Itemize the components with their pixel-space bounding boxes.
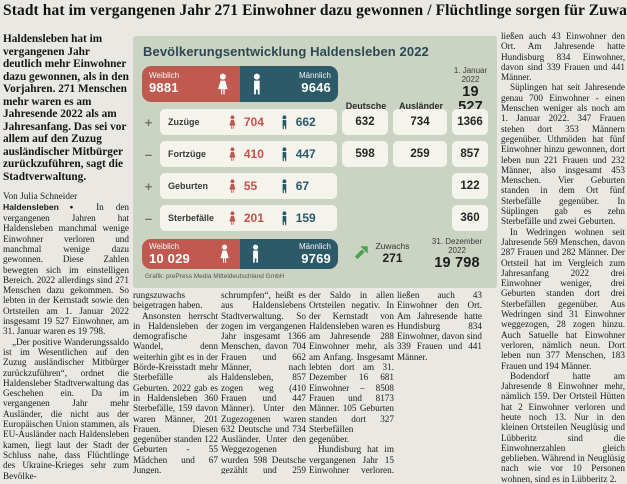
minus-icon: – (144, 210, 153, 226)
body-paragraph: „Der positive Wanderungssaldo ist im Wes… (3, 336, 129, 481)
minus-icon: – (144, 146, 153, 162)
body-paragraph: Bodendorf hatte am Jahresende 8 Einwohne… (501, 370, 625, 484)
article-column-5: ließen auch 43 Einwohner den Ort. Am Jah… (397, 290, 482, 474)
infographic-panel: Bevölkerungsentwicklung Haldensleben 202… (133, 36, 497, 288)
total-count: 1366 (452, 109, 488, 135)
article-column-3: schrumpfen“, heißt es aus Haldenslebens … (221, 290, 306, 474)
body-paragraph: Haldensleben● In den vergangenen Jahren … (3, 202, 129, 336)
infographic-row-zuzuege: + Zuzüge 704 662 632 734 1366 (142, 109, 488, 135)
male-count: 67 (295, 179, 310, 193)
body-paragraph: rungszuwachs beigetragen haben. (133, 290, 203, 311)
deutsche-count: 632 (342, 109, 388, 135)
total-count: 360 (452, 205, 488, 231)
column-header-deutsche: Deutsche (345, 101, 387, 111)
female-label: Weiblich (149, 71, 180, 81)
male-icon (278, 146, 291, 162)
body-paragraph: ließen auch 43 Einwohner den Ort. Am Jah… (397, 290, 482, 362)
female-icon (213, 73, 233, 96)
male-pill: Männlich 9646 (240, 66, 338, 102)
body-paragraph: Süplingen hat seit Jahresende genau 700 … (501, 82, 625, 227)
deutsche-count (342, 173, 388, 199)
gender-bar-end: Weiblich 10 029 Männlich 9769 (142, 239, 338, 270)
article-column-1: Haldensleben hat im vergangenen Jahr deu… (3, 33, 129, 481)
infographic-row-geburten: + Geburten 55 67 122 (142, 173, 488, 199)
male-count-end: 9769 (301, 250, 331, 266)
row-label: Sterbefälle (168, 213, 215, 223)
date-start-label: 1. Januar 2022 (453, 66, 488, 84)
female-icon (226, 178, 239, 194)
paragraph-text: In den vergangenen Jahren hat Haldensleb… (3, 202, 130, 337)
body-paragraph: In Wedringen wohnen seit Jahresende 569 … (501, 226, 625, 371)
zuwachs-label: Zuwachs (375, 241, 410, 252)
female-count: 55 (243, 179, 258, 193)
bullet-icon: ● (59, 203, 84, 211)
infographic-footer: Weiblich 10 029 Männlich 9769 Zuwachs 27… (142, 237, 488, 270)
female-pill: Weiblich 10 029 (142, 239, 240, 270)
auslaender-count: 259 (393, 141, 447, 167)
column-header-auslaender: Ausländer (398, 101, 443, 111)
row-label: Fortzüge (168, 149, 206, 159)
zuwachs-value: 271 (382, 251, 403, 266)
auslaender-count (393, 173, 447, 199)
headline: Stadt hat im vergangenen Jahr 271 Einwoh… (3, 2, 627, 19)
body-paragraph: Ansonsten herrscht in Haldensleben der d… (133, 310, 218, 474)
date-end-label: 31. Dezember 2022 (431, 237, 483, 255)
row-label: Geburten (168, 181, 209, 191)
male-icon (278, 210, 291, 226)
female-count: 410 (243, 147, 264, 161)
auslaender-count: 734 (393, 109, 447, 135)
infographic-row-fortzuege: – Fortzüge 410 447 598 259 857 (142, 141, 488, 167)
credit-line: Grafik: prePress Media Mitteldeutschland… (145, 273, 285, 280)
male-label: Männlich (298, 241, 331, 251)
female-icon (226, 114, 239, 130)
article-column-2: rungszuwachs beigetragen haben. Ansonste… (133, 290, 218, 474)
male-pill: Männlich 9769 (240, 239, 338, 270)
male-label: Männlich (298, 71, 331, 81)
total-count: 122 (452, 173, 488, 199)
infographic-header: Weiblich 9881 Männlich 9646 Deutsche Aus… (142, 66, 488, 114)
gender-bar-start: Weiblich 9881 Männlich 9646 (142, 66, 338, 102)
article-column-6: ließen auch 43 Einwohner den Ort. Am Jah… (501, 31, 625, 484)
body-paragraph: Hundisburg hat im vergangenen Jahr 15 Ei… (309, 444, 394, 474)
article-column-4: der Saldo in allen Ortsteilen negativ. I… (309, 290, 394, 474)
deutsche-count (342, 205, 388, 231)
population-end-value: 19 798 (434, 255, 480, 271)
dateline: Haldensleben (3, 202, 59, 213)
male-icon (278, 178, 291, 194)
body-paragraph: schrumpfen“, heißt es aus Haldenslebens … (221, 290, 306, 474)
female-count: 704 (243, 115, 264, 129)
male-icon (247, 73, 267, 96)
male-icon (278, 114, 291, 130)
article-intro: Haldensleben hat im vergangenen Jahr deu… (3, 33, 129, 183)
infographic-title: Bevölkerungsentwicklung Haldensleben 202… (143, 44, 429, 59)
deutsche-count: 598 (342, 141, 388, 167)
row-label: Zuzüge (168, 117, 200, 127)
byline: Von Julia Schneider (3, 192, 78, 202)
male-count: 662 (295, 115, 316, 129)
female-icon (226, 146, 239, 162)
male-icon (247, 244, 264, 264)
total-count: 857 (452, 141, 488, 167)
plus-icon: + (144, 178, 153, 194)
female-icon (226, 210, 239, 226)
female-icon (216, 244, 233, 264)
female-pill: Weiblich 9881 (142, 66, 240, 102)
female-label: Weiblich (149, 241, 180, 251)
infographic-row-sterbefaelle: – Sterbefälle 201 159 360 (142, 205, 488, 231)
plus-icon: + (144, 114, 153, 130)
female-count: 201 (243, 211, 264, 225)
growth-arrow-icon (354, 244, 370, 265)
female-count-end: 10 029 (149, 250, 190, 266)
zuwachs-block: Zuwachs 271 (343, 242, 421, 266)
male-count: 447 (295, 147, 316, 161)
body-paragraph: ließen auch 43 Einwohner den Ort. Am Jah… (501, 31, 625, 83)
male-count-start: 9646 (301, 80, 331, 96)
body-paragraph: der Saldo in allen Ortsteilen negativ. I… (309, 290, 394, 445)
female-count-start: 9881 (149, 80, 179, 96)
population-end: 31. Dezember 2022 19 798 (426, 237, 488, 272)
population-start: 1. Januar 2022 19 527 (453, 66, 488, 115)
auslaender-count (393, 205, 447, 231)
male-count: 159 (295, 211, 316, 225)
